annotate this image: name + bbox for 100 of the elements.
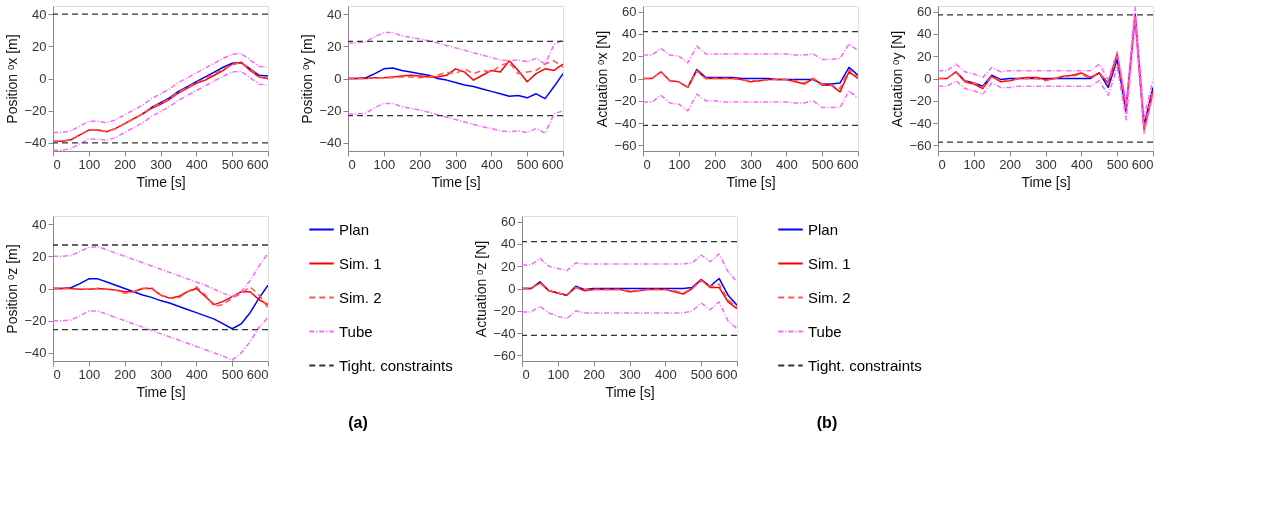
line-series (643, 90, 858, 112)
y-tick-label: −60 (909, 137, 932, 153)
y-axis-title: Actuation ᵒz [N] (473, 240, 490, 338)
x-tick-label: 0 (643, 156, 651, 172)
x-tick-label: 600 (246, 366, 269, 382)
legend-label: Sim. 2 (808, 288, 851, 306)
x-tick-label: 100 (963, 156, 986, 172)
y-tick-label: −20 (24, 313, 47, 329)
line-series (53, 52, 268, 134)
x-tick-label: 200 (704, 156, 727, 172)
y-tick-label: 60 (622, 4, 637, 20)
y-tick-label: 40 (501, 236, 516, 252)
y-axis-title: Actuation ᵒy [N] (889, 30, 906, 128)
y-tick-label: −20 (909, 93, 932, 109)
x-tick-label: 400 (775, 156, 798, 172)
y-tick-label: 20 (917, 48, 932, 64)
y-tick-label: 40 (327, 6, 342, 22)
x-tick-label: 300 (445, 156, 467, 172)
x-tick-label: 100 (547, 366, 570, 382)
x-tick-label: 0 (53, 156, 61, 172)
y-tick-label: 20 (327, 38, 342, 54)
x-tick-label: 300 (150, 366, 172, 382)
y-tick-label: −40 (24, 135, 47, 151)
line-series (53, 61, 268, 143)
y-tick-label: −20 (319, 103, 342, 119)
x-tick-label: 500 (811, 156, 834, 172)
legend-label: Sim. 1 (339, 254, 382, 272)
x-tick-label: 100 (78, 366, 101, 382)
line-series (522, 253, 737, 283)
x-tick-label: 600 (836, 156, 859, 172)
y-tick-label: −40 (319, 135, 342, 151)
y-tick-label: 0 (924, 71, 932, 86)
legend-label: Sim. 2 (339, 288, 382, 306)
line-series (522, 301, 737, 330)
y-tick-label: −20 (24, 103, 47, 119)
x-tick-label: 0 (938, 156, 946, 172)
y-tick-label: 20 (501, 258, 516, 274)
legend-label: Plan (339, 220, 370, 238)
y-tick-label: 40 (622, 26, 637, 42)
x-axis-title: Time [s] (136, 383, 186, 400)
x-tick-label: 400 (480, 156, 503, 172)
x-tick-label: 100 (668, 156, 691, 172)
line-series (348, 102, 563, 135)
y-tick-label: −40 (614, 115, 637, 131)
x-tick-label: 200 (409, 156, 432, 172)
x-tick-label: 600 (1131, 156, 1154, 172)
y-tick-label: −20 (614, 93, 637, 109)
y-tick-label: 0 (39, 281, 47, 296)
x-tick-label: 600 (715, 366, 738, 382)
y-tick-label: 0 (508, 281, 516, 296)
x-axis-title: Time [s] (726, 173, 776, 190)
x-tick-label: 400 (654, 366, 677, 382)
x-tick-label: 0 (53, 366, 61, 382)
y-tick-label: 40 (917, 26, 932, 42)
line-series (643, 43, 858, 64)
legend-label: Sim. 1 (808, 254, 851, 272)
x-tick-label: 400 (185, 366, 208, 382)
y-tick-label: −20 (493, 303, 516, 319)
y-tick-label: −60 (614, 137, 637, 153)
y-tick-label: 0 (334, 71, 342, 86)
x-tick-label: 300 (150, 156, 172, 172)
x-tick-label: 500 (1106, 156, 1129, 172)
y-axis-title: Position ᵒy [m] (299, 34, 316, 124)
x-tick-label: 400 (1070, 156, 1093, 172)
y-tick-label: −40 (909, 115, 932, 131)
legend-label: Tube (339, 322, 373, 340)
x-tick-label: 200 (583, 366, 606, 382)
y-tick-label: 20 (32, 248, 47, 264)
x-tick-label: 100 (78, 156, 101, 172)
x-tick-label: 500 (690, 366, 713, 382)
text: (b) (816, 414, 838, 431)
x-axis-title: Time [s] (431, 173, 481, 190)
line-series (53, 245, 268, 298)
legend-label: Tight. constraints (339, 356, 453, 374)
y-tick-label: 0 (39, 71, 47, 86)
x-tick-label: 500 (221, 366, 244, 382)
y-tick-label: 40 (32, 216, 47, 232)
x-tick-label: 200 (999, 156, 1022, 172)
x-tick-label: 300 (1035, 156, 1057, 172)
y-tick-label: −40 (24, 345, 47, 361)
x-tick-label: 500 (516, 156, 539, 172)
x-tick-label: 300 (740, 156, 762, 172)
x-tick-label: 300 (619, 366, 641, 382)
x-axis-title: Time [s] (605, 383, 655, 400)
x-tick-label: 200 (114, 156, 137, 172)
legend-label: Tube (808, 322, 842, 340)
line-series (348, 31, 563, 65)
legend-label: Plan (808, 220, 839, 238)
x-tick-label: 0 (348, 156, 356, 172)
y-axis-title: Actuation ᵒx [N] (594, 30, 611, 128)
text: (a) (348, 414, 368, 431)
legend-label: Tight. constraints (808, 356, 922, 374)
x-tick-label: 500 (221, 156, 244, 172)
x-tick-label: 100 (373, 156, 396, 172)
y-tick-label: 0 (629, 71, 637, 86)
x-axis-title: Time [s] (1021, 173, 1071, 190)
y-tick-label: 60 (501, 214, 516, 230)
y-axis-title: Position ᵒx [m] (4, 34, 21, 124)
y-tick-label: 60 (917, 4, 932, 20)
x-tick-label: 400 (185, 156, 208, 172)
